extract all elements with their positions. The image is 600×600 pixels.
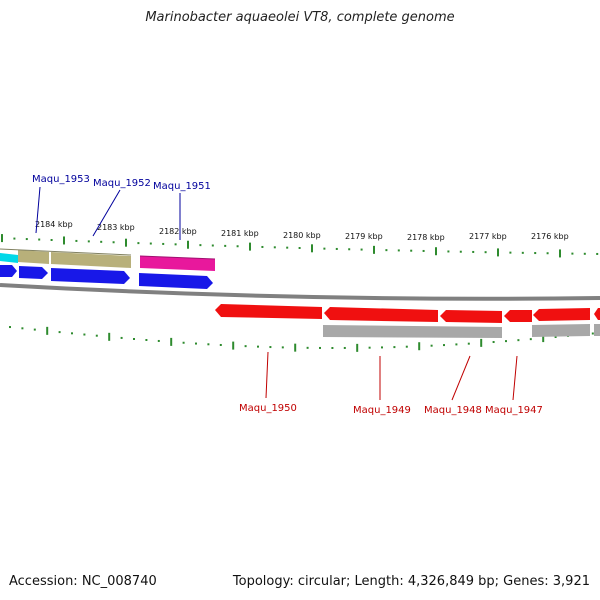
feature-cyan[interactable] (0, 253, 18, 263)
kbp-label-2183: 2183 kbp (97, 223, 135, 232)
gene-label-maqu-1949[interactable]: Maqu_1949 (353, 405, 411, 416)
gene-arrow-blue-1[interactable] (0, 265, 17, 277)
feature-magenta[interactable] (140, 256, 215, 271)
forward-gene-labels: Maqu_1953 Maqu_1952 Maqu_1951 (32, 174, 211, 240)
gene-label-maqu-1947[interactable]: Maqu_1947 (485, 405, 543, 416)
kbp-label-2181: 2181 kbp (221, 229, 259, 238)
kbp-label-2182: 2182 kbp (159, 227, 197, 236)
gene-label-maqu-1948[interactable]: Maqu_1948 (424, 405, 482, 416)
gene-arrow-blue-2[interactable] (19, 266, 48, 279)
feature-olive-2[interactable] (51, 252, 131, 268)
forward-features-outer (0, 248, 216, 271)
gene-arrow-blue-4[interactable] (139, 273, 213, 289)
reverse-gene-labels: Maqu_1950 Maqu_1949 Maqu_1948 Maqu_1947 (239, 351, 543, 416)
genome-summary-text: Topology: circular; Length: 4,326,849 bp… (232, 574, 590, 589)
forward-features-blue (0, 265, 213, 289)
gene-arrow-red-5[interactable] (533, 308, 590, 321)
inner-tick-marks (9, 326, 594, 352)
kbp-label-2184: 2184 kbp (35, 220, 73, 229)
map-title: Marinobacter aquaeolei VT8, complete gen… (145, 10, 455, 25)
gene-arrow-red-1950[interactable] (215, 304, 322, 319)
gene-label-maqu-1951[interactable]: Maqu_1951 (153, 181, 211, 192)
accession-text: Accession: NC_008740 (9, 574, 157, 589)
kbp-label-2178: 2178 kbp (407, 233, 445, 242)
gene-arrow-red-1948[interactable] (440, 310, 502, 323)
gene-arrow-red-6[interactable] (594, 308, 600, 320)
outer-tick-marks (1, 234, 599, 258)
kbp-label-2179: 2179 kbp (345, 232, 383, 241)
kbp-scale: 2184 kbp 2183 kbp 2182 kbp 2181 kbp 2180… (35, 220, 569, 242)
kbp-label-2177: 2177 kbp (469, 232, 507, 241)
reverse-features-red (215, 304, 600, 323)
kbp-label-2176: 2176 kbp (531, 232, 569, 241)
gene-arrow-red-1949[interactable] (324, 307, 438, 322)
gene-arrow-red-1947[interactable] (504, 310, 532, 322)
reverse-features-gray (323, 324, 600, 338)
gene-label-maqu-1953[interactable]: Maqu_1953 (32, 174, 90, 185)
kbp-label-2180: 2180 kbp (283, 231, 321, 240)
genome-backbone (0, 283, 600, 301)
gene-arrow-blue-3[interactable] (51, 268, 130, 284)
feature-gray-1[interactable] (323, 325, 502, 338)
gene-label-maqu-1952[interactable]: Maqu_1952 (93, 178, 151, 189)
feature-gray-2[interactable] (532, 324, 590, 337)
feature-olive-1[interactable] (18, 250, 49, 264)
feature-gray-3[interactable] (594, 324, 600, 336)
gene-label-maqu-1950[interactable]: Maqu_1950 (239, 403, 297, 414)
